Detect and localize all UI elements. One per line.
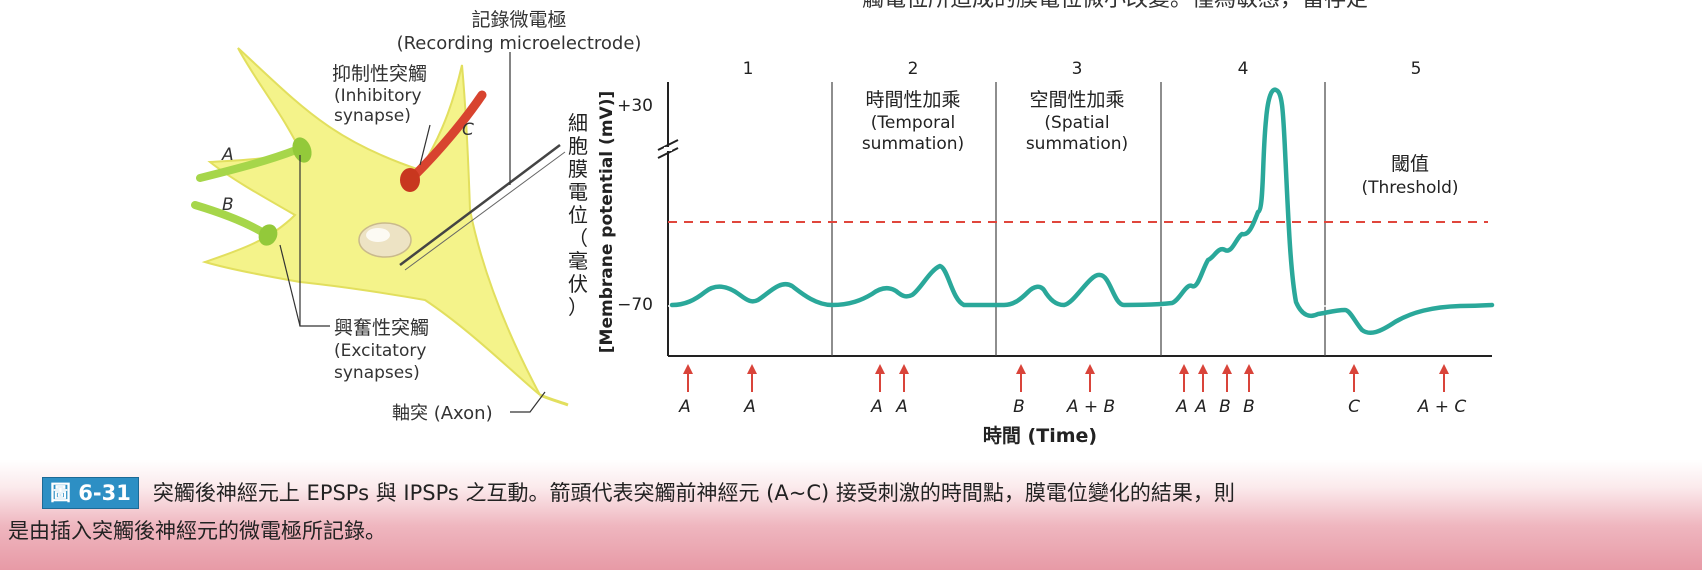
section-5-number: 5 <box>1411 59 1422 79</box>
excitatory-label-en2: synapses) <box>334 363 420 383</box>
svg-text:A: A <box>743 397 756 417</box>
stimulus-arrow: B <box>1013 364 1026 417</box>
figure-caption: 圖 6-31 突觸後神經元上 EPSPs 與 IPSPs 之互動。箭頭代表突觸前神… <box>8 474 1668 550</box>
caption-line-2: 是由插入突觸後神經元的微電極所記錄。 <box>8 519 386 543</box>
svg-text:）: ） <box>568 295 588 319</box>
membrane-potential-graph: 細 胞 膜 電 位 （ 毫 伏 ） [Membrane potential (m… <box>568 59 1495 447</box>
figure-svg: 觸電位所造成的膜電位微小改變。僅為敏感，當存定 <box>191 0 1495 447</box>
svg-text:胞: 胞 <box>568 134 588 158</box>
x-axis-label: 時間 (Time) <box>983 425 1097 447</box>
y-tick-top: +30 <box>617 96 653 116</box>
synapse-b <box>191 201 266 236</box>
stimulus-arrow: B <box>1219 364 1232 417</box>
svg-text:伏: 伏 <box>568 272 588 296</box>
svg-text:膜: 膜 <box>568 157 588 181</box>
synapse-b-label: B <box>222 195 234 215</box>
stimulus-arrow: B <box>1243 364 1255 417</box>
svg-text:B: B <box>1219 397 1231 417</box>
svg-text:A: A <box>895 397 908 417</box>
temporal-label-zh: 時間性加乘 <box>865 89 960 111</box>
section-3-number: 3 <box>1072 59 1083 79</box>
y-axis-label-en: [Membrane potential (mV)] <box>597 91 617 353</box>
stimulus-arrow: A + C <box>1417 364 1467 417</box>
recording-label-en: (Recording microelectrode) <box>397 33 642 54</box>
excitatory-label-zh: 興奮性突觸 <box>334 317 429 339</box>
y-axis-label-zh: 細 胞 膜 電 位 （ 毫 伏 ） <box>568 111 588 319</box>
svg-text:毫: 毫 <box>568 249 588 273</box>
excitatory-label-en1: (Excitatory <box>334 341 426 361</box>
svg-text:電: 電 <box>568 180 588 204</box>
threshold-label-zh: 閾值 <box>1391 153 1429 175</box>
caption-line-1: 突觸後神經元上 EPSPs 與 IPSPs 之互動。箭頭代表突觸前神經元 (A~… <box>152 481 1235 505</box>
svg-text:A + C: A + C <box>1417 397 1467 417</box>
section-1-number: 1 <box>743 59 754 79</box>
membrane-potential-trace <box>669 87 1495 335</box>
svg-text:A: A <box>678 397 691 417</box>
svg-text:細: 細 <box>568 111 588 135</box>
stimulus-arrow: A <box>1175 364 1189 417</box>
stimulus-arrow: A <box>678 364 693 417</box>
synapse-c-label: C <box>462 120 474 140</box>
synapse-a-label: A <box>221 145 234 165</box>
section-4-number: 4 <box>1238 59 1249 79</box>
temporal-label-en2: summation) <box>862 134 964 154</box>
inhibitory-label-zh: 抑制性突觸 <box>332 63 427 85</box>
section-2-number: 2 <box>908 59 919 79</box>
inhibitory-label-en1: (Inhibitory <box>334 86 422 106</box>
stimulus-arrow: A + B <box>1066 364 1115 417</box>
svg-text:B: B <box>1243 397 1255 417</box>
stimulus-arrow: C <box>1348 364 1360 417</box>
axon-label: 軸突 (Axon) <box>392 403 493 424</box>
svg-text:A: A <box>1175 397 1188 417</box>
y-tick-rest: −70 <box>617 295 653 315</box>
neuron-illustration: 記錄微電極 (Recording microelectrode) 抑制性突觸 (… <box>191 9 642 424</box>
temporal-label-en1: (Temporal <box>871 113 955 133</box>
svg-text:B: B <box>1013 397 1025 417</box>
svg-text:（: （ <box>568 226 588 250</box>
svg-text:A + B: A + B <box>1066 397 1115 417</box>
synapse-c <box>410 90 487 180</box>
synapse-a <box>196 146 300 182</box>
recording-electrode <box>399 144 561 266</box>
spatial-label-en2: summation) <box>1026 134 1128 154</box>
stimulus-arrow: A <box>895 364 909 417</box>
threshold-label-en: (Threshold) <box>1361 178 1458 198</box>
stimulus-arrow: A <box>870 364 885 417</box>
svg-text:A: A <box>870 397 883 417</box>
header-snippet: 觸電位所造成的膜電位微小改變。僅為敏感，當存定 <box>862 0 1368 12</box>
spatial-label-en1: (Spatial <box>1044 113 1109 133</box>
spatial-label-zh: 空間性加乘 <box>1029 89 1124 111</box>
stimulus-arrows: A A A A B A + B A A B B C A + C <box>678 364 1466 417</box>
figure-number: 圖 6-31 <box>42 477 139 509</box>
recording-label-zh: 記錄微電極 <box>471 9 566 31</box>
svg-text:C: C <box>1348 397 1360 417</box>
stimulus-arrow: A <box>743 364 757 417</box>
stimulus-arrow: A <box>1194 364 1208 417</box>
svg-text:A: A <box>1194 397 1207 417</box>
caption-background <box>0 460 1702 570</box>
svg-text:位: 位 <box>568 203 588 227</box>
inhibitory-label-en2: synapse) <box>334 106 411 126</box>
